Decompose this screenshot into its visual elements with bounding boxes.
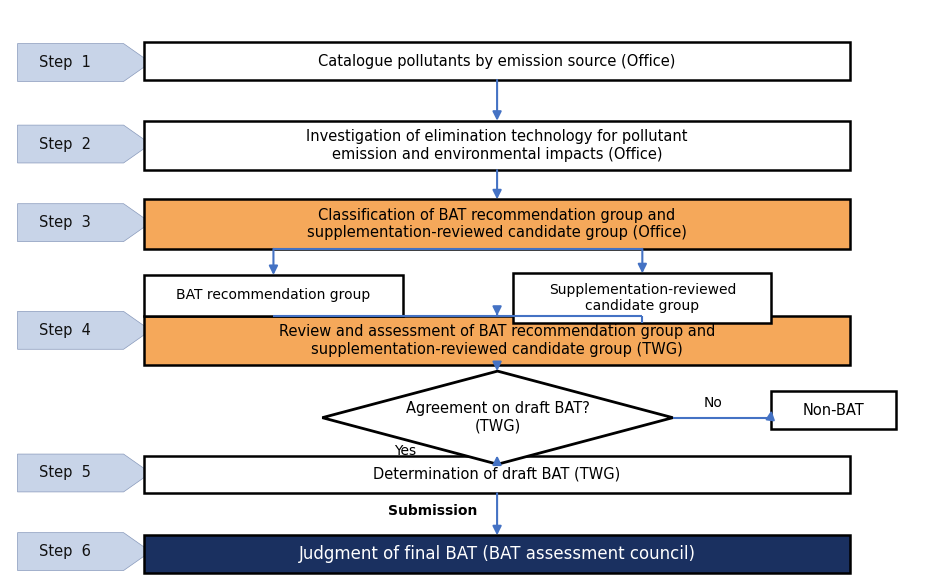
Text: Agreement on draft BAT?
(TWG): Agreement on draft BAT? (TWG) [405,401,589,434]
Text: Step  2: Step 2 [39,136,91,152]
FancyBboxPatch shape [513,273,771,323]
Text: Submission: Submission [388,504,477,518]
Text: Review and assessment of BAT recommendation group and
supplementation-reviewed c: Review and assessment of BAT recommendat… [279,324,715,357]
FancyBboxPatch shape [771,391,896,429]
Text: Step  3: Step 3 [39,215,91,230]
Text: Judgment of final BAT (BAT assessment council): Judgment of final BAT (BAT assessment co… [299,545,696,563]
Polygon shape [18,44,151,81]
Text: Determination of draft BAT (TWG): Determination of draft BAT (TWG) [374,467,621,482]
Polygon shape [18,204,151,242]
Polygon shape [18,311,151,349]
Polygon shape [18,454,151,492]
Text: Step  4: Step 4 [39,323,91,338]
Text: No: No [703,396,722,410]
Polygon shape [18,125,151,163]
Text: Non-BAT: Non-BAT [803,403,865,418]
Text: Step  1: Step 1 [39,55,91,70]
FancyBboxPatch shape [144,456,850,493]
FancyBboxPatch shape [144,275,402,316]
Text: Classification of BAT recommendation group and
supplementation-reviewed candidat: Classification of BAT recommendation gro… [307,208,687,240]
Polygon shape [18,533,151,570]
Text: BAT recommendation group: BAT recommendation group [177,288,371,302]
FancyBboxPatch shape [144,121,850,170]
Text: Step  6: Step 6 [39,544,91,559]
Polygon shape [322,371,672,464]
FancyBboxPatch shape [144,199,850,249]
FancyBboxPatch shape [144,535,850,573]
Text: Investigation of elimination technology for pollutant
emission and environmental: Investigation of elimination technology … [306,129,688,161]
Text: Supplementation-reviewed
candidate group: Supplementation-reviewed candidate group [549,283,736,313]
Text: Step  5: Step 5 [39,466,91,480]
FancyBboxPatch shape [144,316,850,365]
Text: Catalogue pollutants by emission source (Office): Catalogue pollutants by emission source … [318,54,676,68]
FancyBboxPatch shape [144,42,850,80]
Text: Yes: Yes [394,444,416,458]
